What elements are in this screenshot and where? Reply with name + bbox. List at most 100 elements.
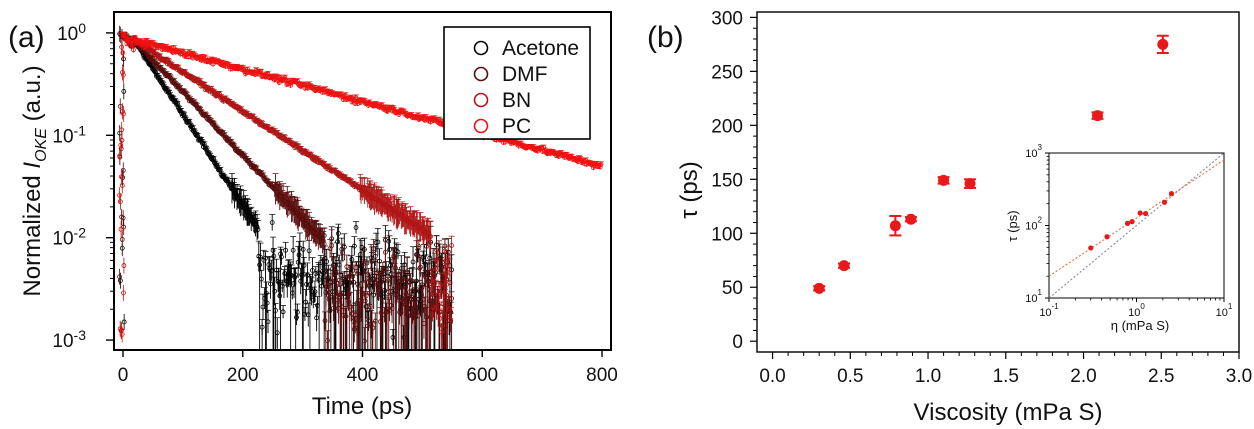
data-point — [439, 259, 445, 265]
data-point — [344, 264, 350, 270]
data-point — [388, 302, 394, 308]
data-point — [121, 290, 126, 296]
data-point — [387, 247, 392, 252]
data-point — [441, 290, 447, 296]
data-point — [351, 326, 357, 332]
data-point — [264, 300, 270, 306]
data-point — [302, 311, 308, 317]
data-point — [121, 319, 127, 325]
data-point — [410, 259, 416, 265]
data-point — [268, 281, 273, 287]
data-point — [119, 237, 125, 242]
data-point — [280, 309, 286, 315]
data-point — [304, 281, 309, 287]
data-point — [118, 226, 124, 232]
data-point — [418, 264, 423, 270]
data-point — [371, 292, 377, 298]
data-point — [357, 307, 363, 313]
data-point — [118, 146, 124, 152]
series-bn — [117, 32, 455, 350]
data-point — [254, 224, 260, 230]
data-point — [330, 266, 335, 272]
data-point — [341, 275, 347, 281]
data-point — [325, 338, 330, 343]
data-point — [315, 270, 321, 276]
data-point — [269, 220, 275, 225]
data-point — [336, 231, 341, 236]
panel-a-label: (a) — [8, 21, 45, 54]
data-point — [121, 111, 126, 117]
data-point — [377, 282, 382, 288]
data-point — [288, 82, 294, 88]
data-point — [132, 35, 137, 41]
data-point — [279, 254, 284, 260]
data-point — [306, 248, 312, 254]
data-point — [202, 112, 208, 117]
data-point — [258, 276, 264, 282]
data-point — [402, 262, 408, 268]
data-point — [121, 56, 126, 62]
data-point — [434, 257, 440, 262]
data-point — [303, 299, 309, 305]
data-point — [375, 239, 381, 245]
data-point — [258, 254, 263, 260]
data-point — [120, 69, 125, 75]
data-point — [118, 174, 124, 180]
data-point — [438, 282, 444, 288]
data-point — [119, 183, 125, 188]
data-point — [390, 335, 396, 340]
data-point — [377, 258, 382, 264]
data-point — [283, 247, 289, 253]
data-point — [117, 192, 122, 198]
data-point — [272, 288, 278, 294]
data-point — [301, 263, 307, 268]
data-point — [386, 238, 392, 244]
data-point — [296, 252, 302, 258]
data-point — [382, 249, 388, 255]
data-point — [335, 239, 340, 245]
data-point — [121, 88, 127, 94]
data-point — [376, 287, 382, 292]
data-point — [369, 258, 375, 263]
data-point — [305, 272, 310, 278]
data-point — [311, 292, 317, 298]
data-point — [403, 292, 409, 298]
data-point — [371, 246, 377, 251]
data-point — [314, 315, 320, 321]
data-point — [255, 227, 261, 232]
data-point — [117, 153, 123, 159]
data-point — [431, 305, 437, 310]
data-point — [447, 270, 453, 276]
data-point — [381, 274, 387, 280]
data-point — [119, 127, 125, 133]
data-point — [393, 292, 399, 298]
data-point — [351, 243, 357, 249]
data-point — [119, 327, 124, 333]
data-point — [274, 75, 280, 80]
data-point — [171, 78, 177, 84]
data-point — [336, 277, 342, 283]
data-point — [347, 273, 353, 278]
data-point — [388, 263, 393, 268]
data-point — [320, 238, 326, 244]
data-point — [390, 258, 396, 264]
panel-a-plot-area — [117, 25, 605, 350]
data-point — [120, 50, 126, 56]
data-point — [437, 316, 443, 321]
data-point — [422, 303, 428, 309]
data-point — [265, 319, 271, 325]
data-point — [449, 243, 455, 248]
data-point — [190, 125, 195, 131]
data-point — [120, 72, 126, 78]
data-point — [329, 243, 335, 248]
data-point — [294, 309, 300, 315]
data-point — [119, 332, 125, 337]
data-point — [366, 276, 372, 282]
data-point — [382, 288, 387, 293]
data-point — [428, 234, 434, 239]
data-point — [432, 281, 438, 286]
data-point — [119, 44, 125, 50]
data-point — [320, 270, 326, 276]
data-point — [334, 256, 340, 262]
data-point — [310, 268, 315, 273]
